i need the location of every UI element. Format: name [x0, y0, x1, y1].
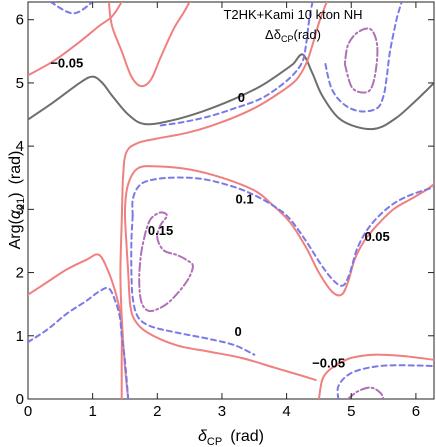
x-label-unit: (rad)	[230, 428, 264, 445]
x-label-sub: CP	[207, 436, 222, 447]
x-axis-ticks: 0 1 2 3 4 5 6	[24, 2, 420, 420]
y-label-unit: (rad)	[7, 151, 24, 185]
contour-line-5	[123, 165, 434, 381]
x-tick-label-5: 5	[347, 403, 355, 420]
contour-line-11	[336, 364, 434, 399]
contour-line-0	[28, 2, 123, 77]
y-axis-label: Arg(α21) (rad)	[7, 151, 27, 250]
x-tick-label-2: 2	[153, 403, 161, 420]
contour-line-14	[138, 211, 194, 313]
y-tick-label-0: 0	[16, 391, 24, 408]
contour-line-1	[107, 2, 191, 88]
contour-label-0: −0.05	[50, 55, 83, 70]
contour-lines	[28, 2, 434, 399]
subtitle-sub: CP	[281, 34, 294, 44]
y-tick-label-2: 2	[16, 265, 24, 282]
x-tick-label-3: 3	[218, 403, 226, 420]
y-tick-label-4: 4	[16, 138, 24, 155]
subtitle-delta: Δδ	[265, 27, 281, 42]
y-tick-label-3: 3	[16, 201, 24, 218]
y-label-post: )	[7, 192, 24, 197]
x-tick-label-1: 1	[88, 403, 96, 420]
contour-line-7	[28, 286, 130, 399]
x-label-symbol: δ	[198, 428, 208, 445]
y-label-symbol: α	[7, 209, 24, 219]
y-label-sub: 21	[15, 198, 27, 210]
plot-frame	[27, 1, 435, 400]
y-label-pre: Arg(	[7, 218, 24, 249]
x-axis-label: δCP (rad)	[198, 428, 264, 447]
contour-label-6: −0.05	[312, 356, 345, 371]
x-tick-label-6: 6	[412, 403, 420, 420]
subtitle-unit: (rad)	[293, 27, 320, 42]
contour-line-10	[156, 2, 314, 127]
contour-line-4	[317, 353, 434, 399]
contour-line-8	[131, 176, 434, 287]
contour-label-2: 0.1	[236, 191, 254, 206]
contour-label-1: 0	[238, 90, 245, 105]
y-tick-label-5: 5	[16, 75, 24, 92]
contour-labels: −0.05 0 0.1 0.15 0.05 0 −0.05	[50, 55, 389, 370]
contour-line-15	[343, 27, 379, 94]
contour-line-3	[119, 2, 328, 399]
x-tick-label-0: 0	[24, 403, 32, 420]
contour-line-16	[347, 386, 385, 399]
x-tick-label-4: 4	[282, 403, 290, 420]
contour-label-4: 0.05	[364, 229, 389, 244]
y-tick-label-6: 6	[16, 12, 24, 29]
contour-line-9	[130, 214, 256, 356]
contour-label-3: 0.15	[148, 223, 173, 238]
contour-line-2	[28, 53, 434, 131]
contour-label-5: 0	[234, 324, 241, 339]
chart-subtitle: ΔδCP(rad)	[265, 27, 321, 44]
chart-title: T2HK+Kami 10 kton NH	[223, 7, 362, 22]
contour-line-12	[324, 2, 403, 113]
y-tick-label-1: 1	[16, 328, 24, 345]
y-axis-ticks: 0 1 2 3 4 5 6	[16, 12, 434, 408]
